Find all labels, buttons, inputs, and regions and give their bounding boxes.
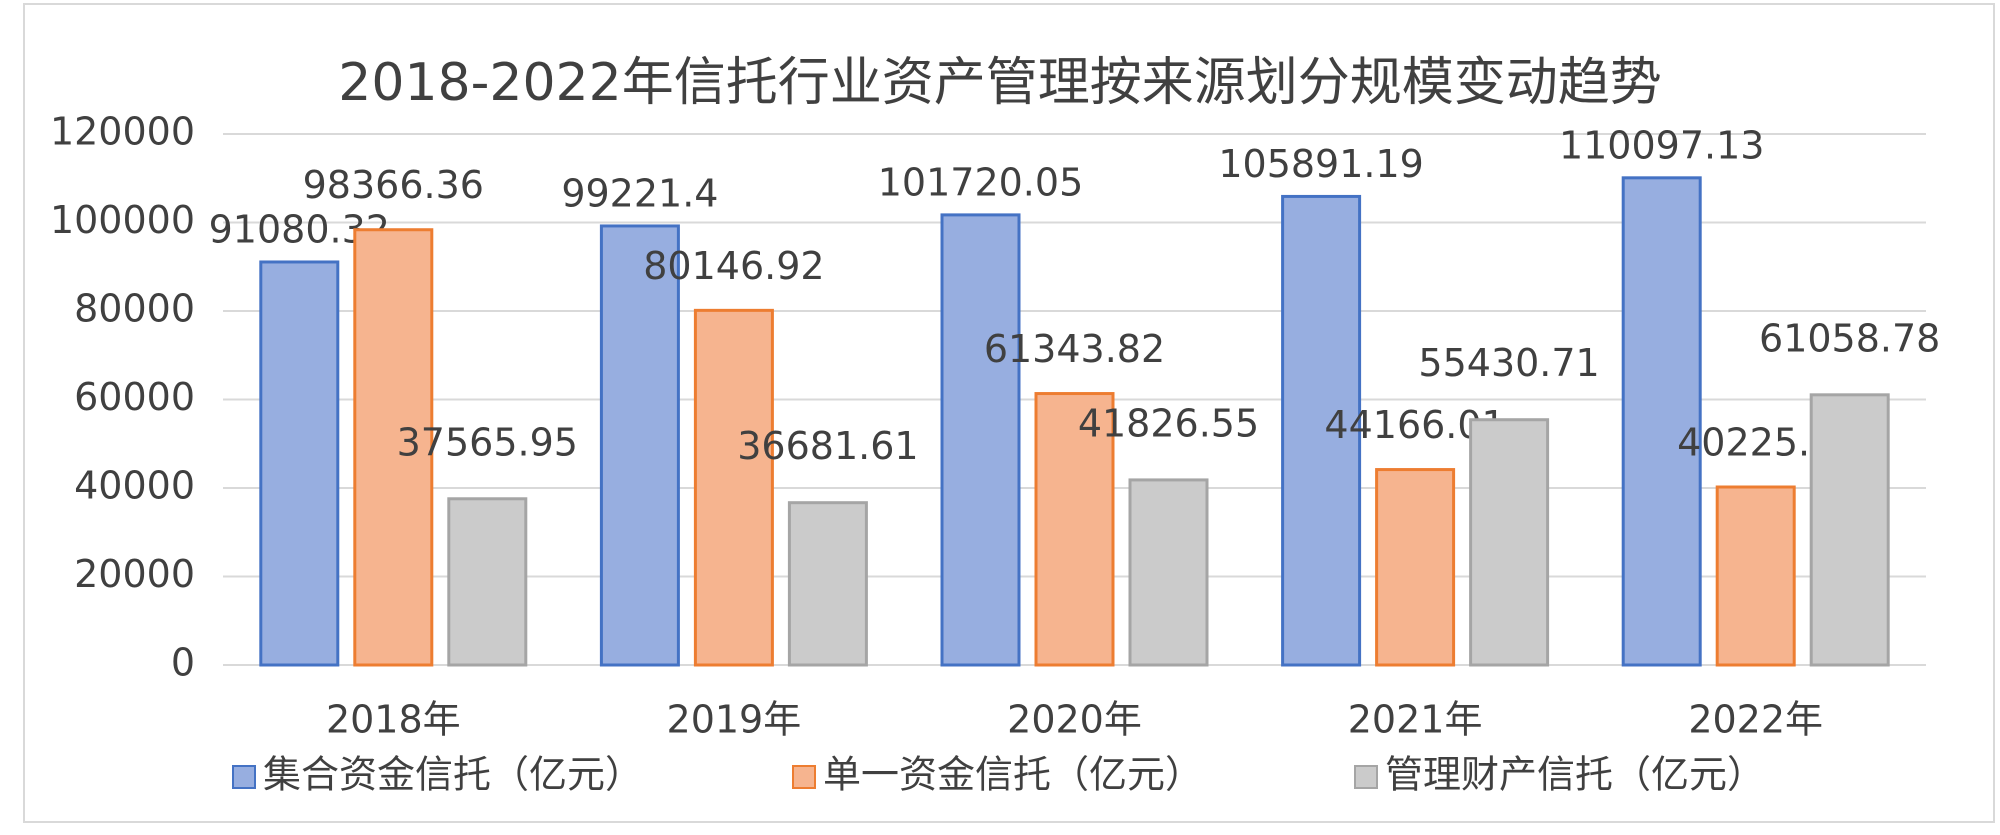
chart-title: 2018-2022年信托行业资产管理按来源划分规模变动趋势: [338, 53, 1661, 113]
bar: [1128, 478, 1209, 667]
bar: [1375, 468, 1456, 667]
data-label: 101720.05: [878, 160, 1084, 204]
data-label: 40225.5: [1677, 421, 1834, 465]
data-label: 61058.78: [1759, 316, 1940, 360]
data-label: 105891.19: [1218, 142, 1424, 186]
bar: [353, 228, 434, 667]
bar: [787, 501, 868, 667]
bar: [693, 308, 774, 667]
bar: [1621, 176, 1702, 667]
legend-label: 管理财产信托（亿元）: [1385, 753, 1765, 797]
bar: [447, 497, 528, 667]
data-label: 55430.71: [1418, 341, 1599, 385]
bar: [1469, 418, 1550, 667]
data-label: 41826.55: [1078, 401, 1259, 445]
bar: [1809, 393, 1890, 667]
y-tick-label: 0: [171, 641, 195, 685]
bar: [1715, 485, 1796, 667]
y-tick-label: 40000: [74, 464, 195, 508]
data-label: 98366.36: [303, 163, 484, 207]
y-tick-label: 60000: [74, 375, 195, 419]
y-tick-label: 80000: [74, 287, 195, 331]
bar: [1034, 392, 1115, 667]
bar: [599, 224, 680, 667]
data-label: 99221.4: [561, 171, 718, 215]
bar: [940, 213, 1021, 667]
x-tick-label: 2020年: [1007, 698, 1142, 742]
x-tick-label: 2021年: [1348, 698, 1483, 742]
legend-label: 单一资金信托（亿元）: [823, 753, 1203, 797]
bar: [259, 260, 340, 667]
data-label: 80146.92: [643, 244, 824, 288]
legend-swatch: [232, 765, 256, 789]
y-tick-label: 100000: [50, 198, 195, 242]
bar: [1281, 194, 1362, 667]
data-label: 37565.95: [397, 420, 578, 464]
data-label: 61343.82: [984, 327, 1165, 371]
legend-swatch: [792, 765, 816, 789]
data-label: 110097.13: [1559, 123, 1765, 167]
legend-swatch: [1354, 765, 1378, 789]
x-tick-label: 2019年: [667, 698, 802, 742]
x-tick-label: 2022年: [1688, 698, 1823, 742]
y-tick-label: 120000: [50, 110, 195, 154]
y-tick-label: 20000: [74, 552, 195, 596]
data-label: 36681.61: [737, 424, 918, 468]
x-tick-label: 2018年: [326, 698, 461, 742]
legend-label: 集合资金信托（亿元）: [263, 753, 643, 797]
